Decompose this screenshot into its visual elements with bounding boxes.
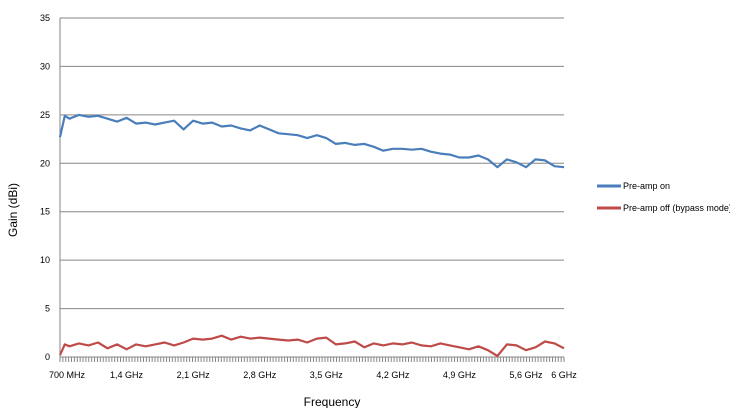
legend-label-pre-amp-on: Pre-amp on — [623, 181, 670, 191]
legend-item-pre-amp-off: Pre-amp off (bypass mode) — [597, 203, 730, 213]
y-tick-label: 20 — [40, 158, 50, 168]
y-axis-title: Gain (dBi) — [6, 183, 20, 237]
y-tick-label: 15 — [40, 207, 50, 217]
series-lines — [58, 113, 565, 358]
series-line-pre-amp-off — [58, 334, 565, 358]
series-line-pre-amp-on — [58, 113, 565, 169]
gridlines — [60, 17, 564, 310]
y-tick-label: 25 — [40, 110, 50, 120]
y-tick-label: 5 — [45, 304, 50, 314]
legend-item-pre-amp-on: Pre-amp on — [597, 181, 670, 191]
x-axis-title: Frequency — [304, 395, 361, 408]
y-tick-label: 10 — [40, 255, 50, 265]
legend: Pre-amp on Pre-amp off (bypass mode) — [597, 181, 730, 213]
x-tick-label: 2,1 GHz — [177, 370, 211, 380]
x-tick-label: 2,8 GHz — [243, 370, 277, 380]
x-tick-label: 5,6 GHz — [509, 370, 543, 380]
x-tick-label: 4,2 GHz — [376, 370, 410, 380]
y-tick-label: 0 — [45, 352, 50, 362]
x-tick-label: 4,9 GHz — [443, 370, 477, 380]
y-tick-label: 35 — [40, 13, 50, 23]
legend-label-pre-amp-off: Pre-amp off (bypass mode) — [623, 203, 730, 213]
x-axis-tick-labels: 700 MHz 1,4 GHz 2,1 GHz 2,8 GHz 3,5 GHz 4,2 G… — [49, 370, 577, 380]
y-tick-label: 30 — [40, 61, 50, 71]
x-axis-minor-ticks — [59, 357, 565, 362]
x-tick-label: 3,5 GHz — [310, 370, 344, 380]
y-axis-tick-labels: 0 5 10 15 20 25 30 35 — [40, 13, 50, 362]
x-tick-label: 1,4 GHz — [110, 370, 144, 380]
x-tick-label: 700 MHz — [49, 370, 86, 380]
x-tick-label: 6 GHz — [551, 370, 577, 380]
